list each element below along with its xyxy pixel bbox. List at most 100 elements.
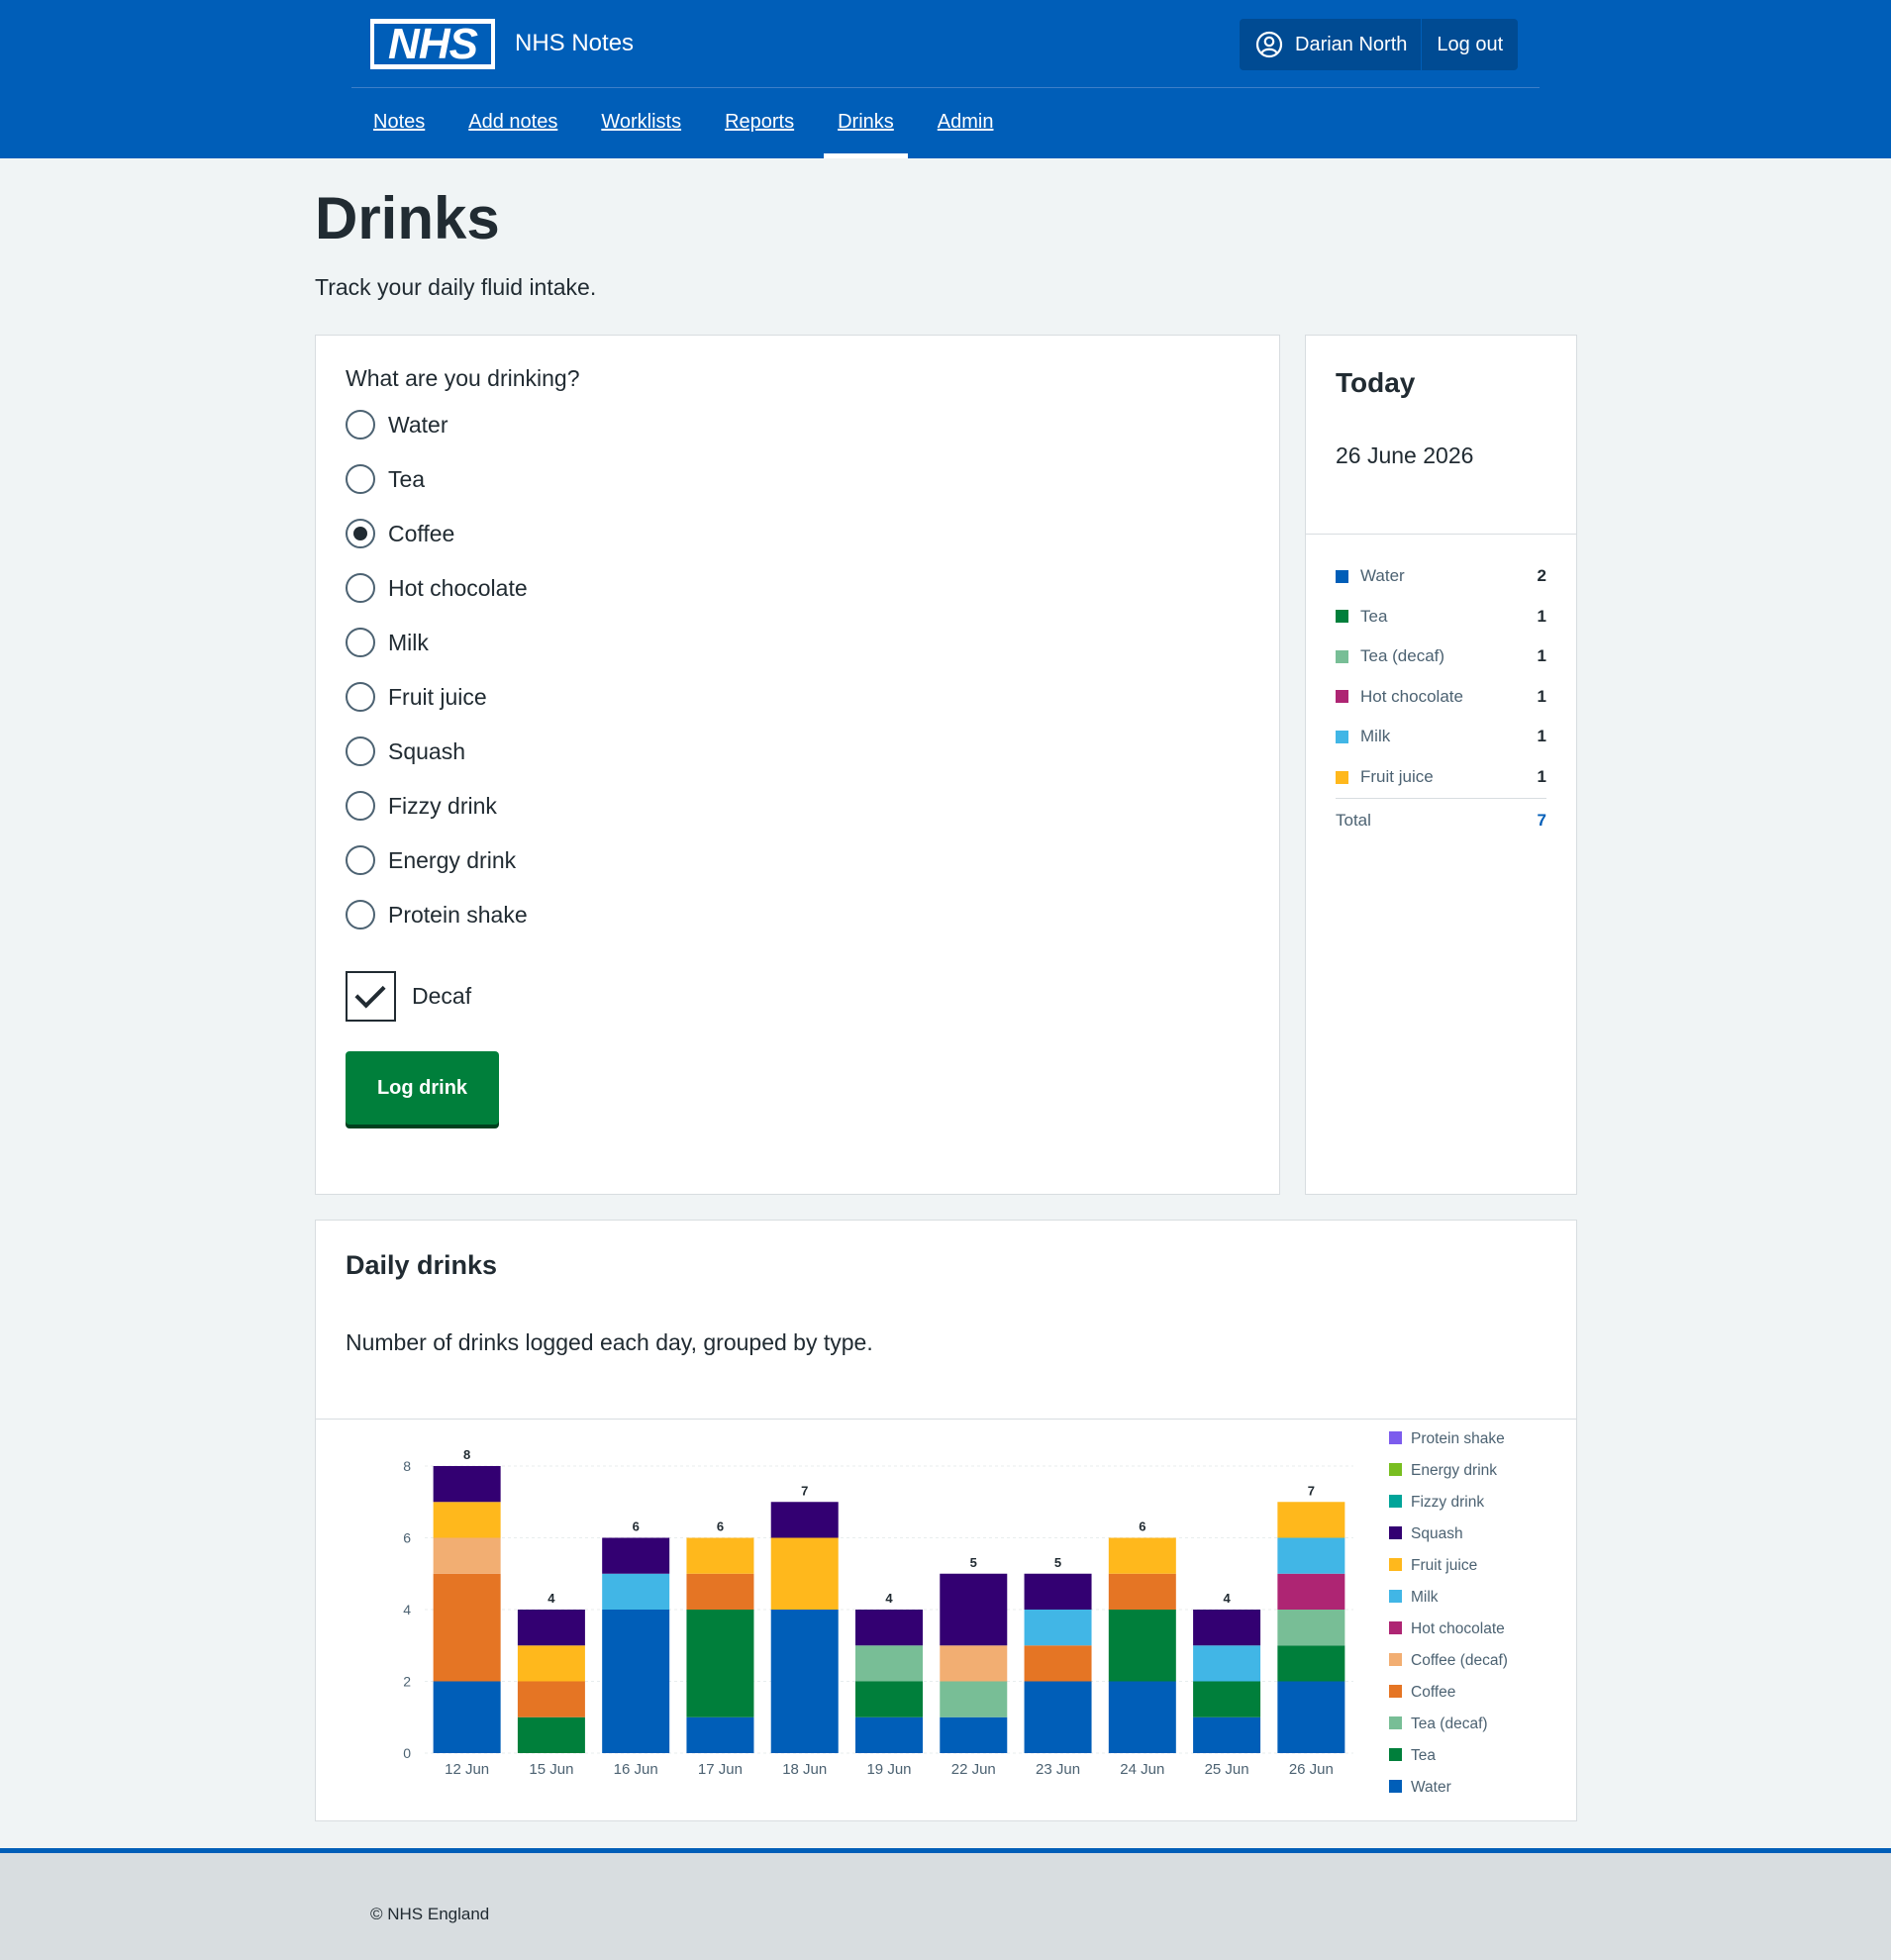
x-tick-label: 18 Jun <box>782 1761 827 1778</box>
bar-total-label: 6 <box>633 1519 640 1534</box>
legend-label: Tea (decaf) <box>1411 1715 1488 1732</box>
bar-segment <box>1193 1681 1261 1717</box>
swatch <box>1336 730 1348 743</box>
legend-swatch <box>1389 1431 1402 1444</box>
radio-circle[interactable] <box>346 519 375 548</box>
bar-total-label: 5 <box>970 1555 977 1570</box>
x-tick-label: 17 Jun <box>698 1761 743 1778</box>
bar-segment <box>770 1502 839 1538</box>
radio-tea[interactable]: Tea <box>346 464 425 494</box>
nav-item-admin[interactable]: Admin <box>937 111 994 133</box>
legend-swatch <box>1389 1716 1402 1729</box>
service-name[interactable]: NHS Notes <box>515 30 635 56</box>
bar-segment <box>1024 1645 1092 1682</box>
swatch <box>1336 610 1348 624</box>
today-row-label: Tea <box>1360 606 1388 626</box>
radio-squash[interactable]: Squash <box>346 736 465 766</box>
nav-item-notes[interactable]: Notes <box>373 111 426 133</box>
legend-label: Fruit juice <box>1411 1557 1477 1574</box>
radio-label: Fizzy drink <box>388 792 497 819</box>
radio-label: Coffee <box>388 520 455 546</box>
total-label: Total <box>1336 811 1371 830</box>
radio-circle[interactable] <box>346 628 375 657</box>
bar-segment <box>433 1537 501 1574</box>
today-row: Tea (decaf) 1 <box>1336 646 1546 666</box>
bar-total-label: 4 <box>1223 1591 1231 1606</box>
radio-energy-drink[interactable]: Energy drink <box>346 845 516 875</box>
bar-segment <box>770 1610 839 1753</box>
x-tick-label: 16 Jun <box>614 1761 658 1778</box>
x-tick-label: 15 Jun <box>529 1761 573 1778</box>
bar-segment <box>1277 1681 1345 1753</box>
radio-fizzy-drink[interactable]: Fizzy drink <box>346 791 497 821</box>
legend-label: Coffee (decaf) <box>1411 1652 1508 1669</box>
bar-total-label: 6 <box>717 1519 724 1534</box>
legend-label: Hot chocolate <box>1411 1620 1505 1637</box>
bar-segment <box>517 1645 585 1682</box>
radio-circle[interactable] <box>346 682 375 712</box>
bar-segment <box>686 1537 754 1574</box>
radio-circle[interactable] <box>346 410 375 440</box>
decaf-label: Decaf <box>412 983 472 1009</box>
today-row-label: Tea (decaf) <box>1360 646 1445 666</box>
legend-swatch <box>1389 1558 1402 1571</box>
bar-segment <box>602 1537 670 1574</box>
nav-item-add-notes[interactable]: Add notes <box>468 111 558 133</box>
bar-segment <box>855 1681 923 1717</box>
radio-fruit-juice[interactable]: Fruit juice <box>346 682 487 712</box>
log-drink-button[interactable]: Log drink <box>346 1051 499 1125</box>
nav-item-reports[interactable]: Reports <box>725 111 795 133</box>
decaf-checkbox[interactable]: Decaf <box>346 971 471 1022</box>
radio-coffee[interactable]: Coffee <box>346 519 454 548</box>
chart-divider <box>316 1419 1576 1420</box>
decaf-checkbox-box[interactable] <box>346 971 396 1022</box>
bar-segment <box>1024 1610 1092 1646</box>
radio-protein-shake[interactable]: Protein shake <box>346 900 528 930</box>
legend-swatch <box>1389 1685 1402 1698</box>
today-divider <box>1306 534 1576 535</box>
total-value: 7 <box>1537 811 1546 830</box>
logout-button[interactable]: Log out <box>1437 33 1504 55</box>
radio-circle[interactable] <box>346 464 375 494</box>
radio-milk[interactable]: Milk <box>346 628 429 657</box>
today-row: Fruit juice 1 <box>1336 767 1546 787</box>
y-tick-label: 4 <box>403 1602 411 1617</box>
radio-circle[interactable] <box>346 573 375 603</box>
legend-swatch <box>1389 1780 1402 1793</box>
bar-segment <box>433 1573 501 1682</box>
nav-item-worklists[interactable]: Worklists <box>601 111 682 133</box>
radio-circle[interactable] <box>346 736 375 766</box>
bar-segment <box>517 1716 585 1753</box>
legend-label: Milk <box>1411 1589 1439 1606</box>
drink-question: What are you drinking? <box>346 365 580 391</box>
radio-label: Hot chocolate <box>388 574 528 601</box>
legend-label: Fizzy drink <box>1411 1494 1484 1511</box>
radio-circle[interactable] <box>346 791 375 821</box>
user-circle-icon <box>1255 31 1283 58</box>
site-header: NHS NHS Notes Darian North Log out Notes… <box>0 0 1891 158</box>
y-tick-label: 6 <box>403 1530 411 1546</box>
x-tick-label: 12 Jun <box>445 1761 489 1778</box>
nhs-logo[interactable]: NHS <box>370 19 495 69</box>
bar-segment <box>1193 1645 1261 1682</box>
today-row-label: Hot chocolate <box>1360 686 1463 706</box>
radio-water[interactable]: Water <box>346 410 448 440</box>
bar-segment <box>602 1573 670 1610</box>
today-row-count: 1 <box>1537 646 1546 666</box>
legend-swatch <box>1389 1463 1402 1476</box>
x-tick-label: 25 Jun <box>1205 1761 1249 1778</box>
chart-description: Number of drinks logged each day, groupe… <box>346 1329 873 1355</box>
radio-hot-chocolate[interactable]: Hot chocolate <box>346 573 528 603</box>
bar-segment <box>1108 1681 1176 1753</box>
bar-segment <box>433 1466 501 1503</box>
account-user[interactable]: Darian North <box>1240 19 1423 70</box>
legend-label: Water <box>1411 1779 1451 1796</box>
bar-total-label: 4 <box>885 1591 893 1606</box>
nav-item-drinks[interactable]: Drinks <box>816 99 916 158</box>
today-row-count: 1 <box>1537 767 1546 786</box>
radio-label: Tea <box>388 465 426 492</box>
radio-circle[interactable] <box>346 900 375 930</box>
radio-circle[interactable] <box>346 845 375 875</box>
bar-segment <box>1277 1537 1345 1574</box>
legend-swatch <box>1389 1748 1402 1761</box>
